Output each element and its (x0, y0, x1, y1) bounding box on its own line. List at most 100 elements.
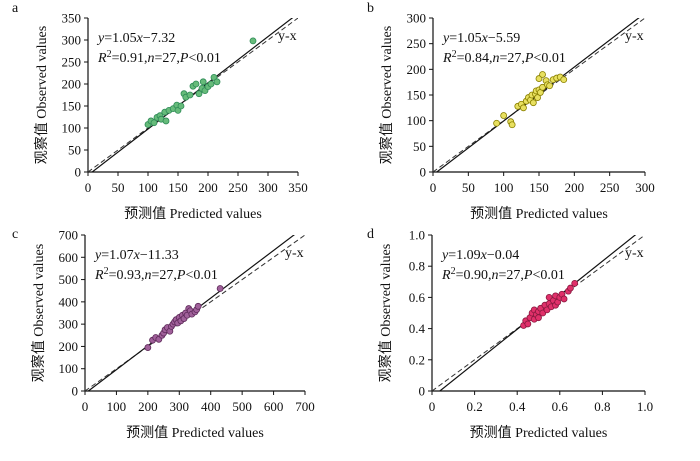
x-tick-label: 600 (264, 399, 284, 414)
y-tick-label: 0 (420, 165, 427, 180)
data-point (524, 320, 532, 328)
y-axis-title: 观察值 Observed values (378, 26, 395, 164)
x-tick-label: 0.6 (552, 399, 569, 414)
panel-letter: c (12, 227, 18, 242)
regression-equation: y=1.07x−11.33 (93, 248, 179, 263)
x-tick-label: 0 (429, 399, 436, 414)
panel-c: c 0 100 200 300 400 500 600 700 0 100 200 300 400 500 6… (12, 227, 315, 441)
y-tick-label: 500 (59, 272, 79, 287)
data-point (213, 78, 221, 86)
y-tick-label: 100 (407, 113, 427, 128)
y-axis-title: 观察值 Observed values (33, 26, 50, 164)
data-point (195, 90, 203, 98)
regression-equation: y=1.05x−5.59 (441, 31, 520, 46)
fit-statistics: R2=0.84,n=27,P<0.01 (442, 49, 566, 67)
data-point (508, 121, 516, 129)
x-tick-label: 100 (107, 399, 127, 414)
y-tick-label: 0.4 (409, 321, 426, 336)
data-point (560, 295, 568, 303)
y-tick-label: 350 (62, 11, 82, 26)
y-tick-label: 300 (407, 11, 427, 26)
data-point (493, 119, 501, 127)
panel-letter: d (367, 227, 374, 242)
data-point (186, 91, 194, 99)
y-tick-label: 700 (59, 228, 79, 243)
x-axis-title: 预测值 Predicted values (126, 425, 264, 441)
x-tick-label: 150 (168, 180, 188, 195)
y-tick-label: 0 (72, 384, 79, 399)
x-tick-label: 700 (295, 399, 315, 414)
x-tick-label: 300 (170, 399, 190, 414)
x-axis-title: 预测值 Predicted values (470, 206, 608, 222)
x-tick-label: 200 (138, 399, 158, 414)
y-axis-title: 观察值 Observed values (30, 244, 47, 382)
x-tick-label: 150 (529, 180, 549, 195)
data-point (177, 102, 185, 110)
panel-a: a 0 50 100 150 200 250 300 350 0 50 100 150 200 250 300… (12, 1, 308, 222)
data-point (534, 94, 541, 101)
data-point (199, 78, 207, 86)
y-tick-label: 150 (62, 99, 82, 114)
regression-equation: y=1.09x−0.04 (440, 248, 519, 263)
reference-line-label: y-x (625, 246, 644, 261)
x-tick-label: 250 (228, 180, 248, 195)
y-tick-label: 1.0 (409, 228, 425, 243)
y-tick-label: 0.2 (409, 352, 425, 367)
panel-letter: a (12, 1, 19, 16)
data-point (144, 344, 152, 351)
y-tick-label: 300 (59, 317, 79, 332)
x-axis-title: 预测值 Predicted values (470, 425, 608, 441)
x-tick-label: 200 (565, 180, 585, 195)
data-point (539, 71, 546, 78)
y-axis-title: 观察值 Observed values (377, 244, 394, 382)
data-point (194, 302, 202, 310)
y-tick-label: 100 (62, 121, 82, 136)
y-tick-label: 0.6 (409, 290, 426, 305)
reference-line-label: y-x (625, 29, 644, 44)
x-tick-label: 500 (232, 399, 252, 414)
y-tick-label: 0 (419, 384, 426, 399)
data-point (529, 99, 537, 107)
x-tick-label: 0 (85, 180, 92, 195)
x-tick-label: 400 (201, 399, 221, 414)
data-point (520, 104, 527, 112)
x-tick-label: 0.8 (594, 399, 610, 414)
x-tick-label: 300 (635, 180, 655, 195)
y-tick-label: 0 (75, 165, 82, 180)
y-tick-label: 150 (407, 88, 427, 103)
panel-letter: b (367, 1, 374, 16)
data-point (216, 285, 224, 292)
x-tick-label: 0 (430, 180, 437, 195)
x-tick-label: 300 (258, 180, 278, 195)
data-point (192, 80, 200, 88)
y-tick-label: 400 (59, 294, 79, 309)
y-tick-label: 0.8 (409, 259, 425, 274)
y-tick-label: 50 (413, 139, 426, 154)
x-tick-label: 1.0 (637, 399, 653, 414)
x-tick-label: 0.4 (509, 399, 526, 414)
y-tick-label: 50 (68, 143, 81, 158)
x-tick-label: 50 (462, 180, 475, 195)
reference-line-label: y-x (285, 246, 304, 261)
regression-equation: y=1.05x−7.32 (96, 31, 175, 46)
x-tick-label: 350 (288, 180, 308, 195)
x-tick-label: 200 (198, 180, 218, 195)
y-tick-label: 200 (62, 77, 82, 92)
data-point (560, 76, 568, 83)
data-point (162, 117, 170, 125)
x-tick-label: 0.2 (466, 399, 482, 414)
panel-d: d 0 0.2 0.4 0.6 0.8 1.0 0 0.2 0.4 0.6 0.8 1.0 预测值 Pre… (367, 227, 653, 441)
y-tick-label: 250 (407, 36, 427, 51)
y-tick-label: 200 (407, 62, 427, 77)
data-point (571, 279, 579, 287)
data-point (535, 314, 542, 322)
panel-b: b 0 50 100 150 200 250 300 0 50 100 150 200 250 300 预测值… (367, 1, 655, 222)
y-tick-label: 100 (59, 361, 79, 376)
y-tick-label: 200 (59, 339, 79, 354)
y-tick-label: 600 (59, 250, 79, 265)
fit-statistics: R2=0.93,n=27,P<0.01 (94, 266, 218, 284)
x-tick-label: 100 (494, 180, 514, 195)
data-point (207, 80, 215, 88)
x-axis-title: 预测值 Predicted values (124, 206, 262, 222)
x-tick-label: 0 (82, 399, 89, 414)
